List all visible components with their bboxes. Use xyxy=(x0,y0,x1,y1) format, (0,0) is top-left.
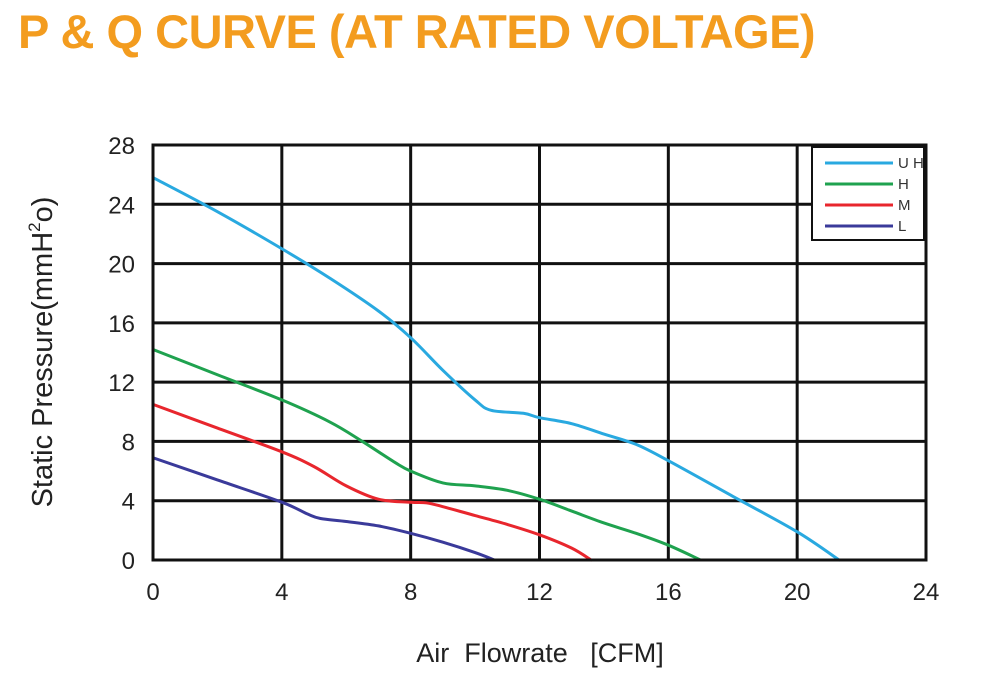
plot-frame xyxy=(151,143,928,562)
x-tick-label: 20 xyxy=(784,579,811,606)
x-tick-label: 0 xyxy=(146,579,159,606)
y-axis-title-tail: o) xyxy=(27,197,59,223)
y-tick-label: 20 xyxy=(108,252,135,279)
y-tick-label: 12 xyxy=(108,370,135,397)
series-lines xyxy=(151,176,841,562)
x-tick-label: 24 xyxy=(913,579,940,606)
y-tick-label: 16 xyxy=(108,311,135,338)
x-axis-title: Air Flowrate [CFM] xyxy=(416,638,664,668)
legend-label-0: U H xyxy=(898,155,924,172)
y-axis-title-main: Static Pressure(mmH xyxy=(27,232,59,508)
x-tick-label: 4 xyxy=(275,579,288,606)
series-line-1 xyxy=(151,348,703,562)
legend-label-2: M xyxy=(898,197,911,214)
legend: U H HML xyxy=(811,146,925,241)
x-tick-label: 8 xyxy=(404,579,417,606)
legend-label-1: H xyxy=(898,176,909,193)
y-tick-label: 8 xyxy=(122,429,135,456)
series-line-3 xyxy=(151,456,496,562)
legend-label-3: L xyxy=(898,218,906,235)
y-tick-label: 4 xyxy=(122,489,135,516)
y-axis-title-superscript: 2 xyxy=(25,222,44,231)
series-line-0 xyxy=(151,176,841,562)
series-line-2 xyxy=(151,402,593,562)
chart-title: P & Q CURVE (AT RATED VOLTAGE) xyxy=(18,5,816,58)
x-tick-label: 16 xyxy=(655,579,682,606)
y-tick-label: 28 xyxy=(108,133,135,160)
tick-labels: 0 4 8 12 16 20 24 0 4 8 12 16 20 24 28 xyxy=(108,133,939,606)
y-tick-label: 24 xyxy=(108,192,135,219)
y-tick-label: 0 xyxy=(122,548,135,575)
x-tick-label: 12 xyxy=(526,579,553,606)
y-axis-title: Static Pressure(mmH2o) xyxy=(25,197,59,508)
